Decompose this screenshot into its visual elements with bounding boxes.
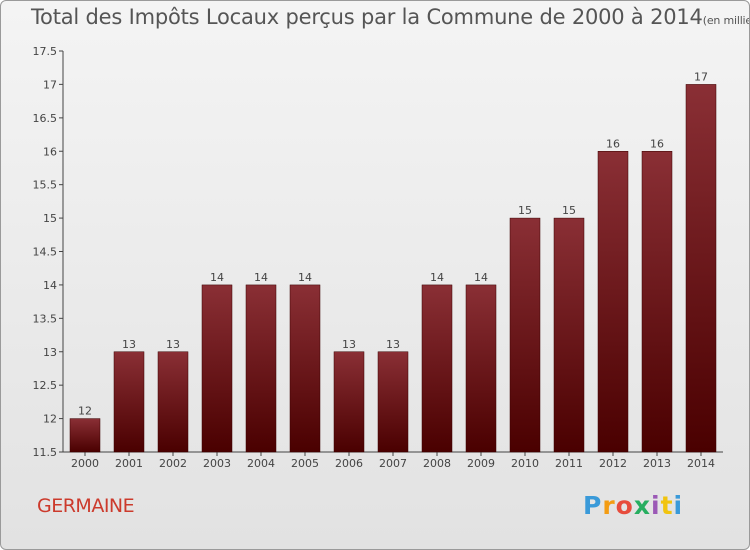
logo-letter: o [615,491,634,520]
logo-letter: i [651,491,661,520]
y-tick-label: 17 [43,78,57,91]
y-tick-label: 14.5 [33,246,58,259]
bar-2007 [377,351,409,453]
chart-title: Total des Impôts Locaux perçus par la Co… [31,5,749,29]
bar-2003 [201,284,233,453]
value-label: 17 [694,70,708,83]
bar-2001 [113,351,145,453]
bar-2006 [333,351,365,453]
value-label: 15 [562,204,576,217]
y-tick-label: 14 [43,279,57,292]
bars [69,84,717,453]
x-tick-label: 2004 [247,457,275,470]
title-unit: (en milliers d'€) [702,14,749,27]
y-tick-label: 12.5 [33,379,58,392]
y-tick-label: 11.5 [33,446,58,459]
value-label: 14 [210,271,224,284]
y-tick-label: 16 [43,145,57,158]
x-tick-label: 2007 [379,457,407,470]
x-tick-label: 2010 [511,457,539,470]
proxiti-logo[interactable]: Proxiti [583,491,683,520]
x-tick-label: 2013 [643,457,671,470]
y-tick-label: 15 [43,212,57,225]
logo-letter: i [673,491,684,520]
y-tick-label: 12 [43,413,57,426]
value-label: 13 [342,338,356,351]
bar-2010 [509,217,541,453]
value-label: 13 [122,338,136,351]
bar-2000 [69,418,101,453]
y-tick-label: 17.5 [33,45,58,58]
logo-letter: P [583,491,603,520]
x-tick-label: 2008 [423,457,451,470]
value-label: 15 [518,204,532,217]
value-label: 14 [474,271,488,284]
axes: 11.5 12 12.5 13 13.5 14 14.5 15 15.5 16 16.5 17 17.5… [33,45,723,470]
bar-2013 [641,151,673,453]
bar-2014 [685,84,717,453]
value-label: 16 [650,137,664,150]
bar-2011 [553,217,585,453]
y-tick-label: 13 [43,346,57,359]
value-label: 14 [254,271,268,284]
x-tick-label: 2009 [467,457,495,470]
title-text: Total des Impôts Locaux perçus par la Co… [31,5,703,29]
bar-2009 [465,284,497,453]
logo-letter: r [602,491,616,520]
commune-name: GERMAINE [37,495,135,517]
bar-2012 [597,151,629,453]
logo-letter: x [633,491,651,520]
bar-2005 [289,284,321,453]
bar-2002 [157,351,189,453]
x-tick-label: 2003 [203,457,231,470]
y-tick-label: 13.5 [33,312,58,325]
x-tick-label: 2014 [687,457,715,470]
x-tick-label: 2012 [599,457,627,470]
value-label: 13 [386,338,400,351]
x-tick-label: 2005 [291,457,319,470]
x-tick-label: 2001 [115,457,143,470]
value-label: 14 [298,271,312,284]
y-tick-label: 15.5 [33,179,58,192]
value-labels: 12 13 13 14 14 14 13 13 14 14 15 15 16 16 17 [78,70,708,417]
y-tick-label: 16.5 [33,112,58,125]
bar-2004 [245,284,277,453]
value-label: 14 [430,271,444,284]
value-label: 16 [606,137,620,150]
logo-letter: t [660,491,674,520]
x-tick-label: 2000 [71,457,99,470]
x-tick-label: 2011 [555,457,583,470]
x-tick-label: 2002 [159,457,187,470]
bar-2008 [421,284,453,453]
x-tick-label: 2006 [335,457,363,470]
value-label: 12 [78,405,92,418]
value-label: 13 [166,338,180,351]
